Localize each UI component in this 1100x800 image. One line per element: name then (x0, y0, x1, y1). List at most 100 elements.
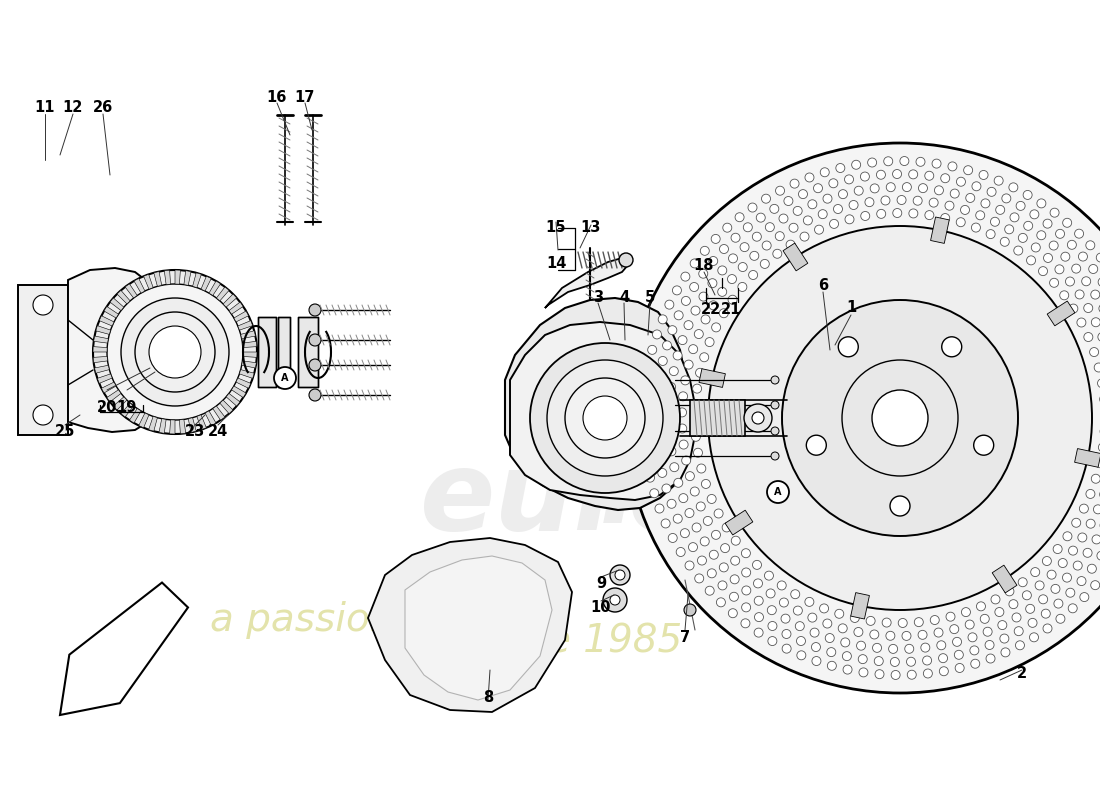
Circle shape (716, 598, 725, 607)
Circle shape (776, 186, 784, 195)
Polygon shape (544, 258, 628, 308)
Circle shape (757, 213, 766, 222)
Circle shape (685, 472, 694, 481)
Circle shape (652, 330, 661, 339)
Polygon shape (95, 366, 109, 374)
Circle shape (770, 204, 779, 214)
Circle shape (1098, 278, 1100, 286)
Circle shape (673, 351, 682, 360)
Text: 18: 18 (694, 258, 714, 273)
Circle shape (874, 657, 883, 666)
Polygon shape (231, 386, 246, 398)
Polygon shape (243, 352, 257, 358)
Circle shape (1060, 252, 1070, 261)
Circle shape (768, 637, 777, 646)
Circle shape (692, 432, 701, 442)
Circle shape (1077, 577, 1086, 586)
Circle shape (696, 464, 706, 473)
Text: 10: 10 (591, 599, 612, 614)
Circle shape (1028, 618, 1037, 627)
Circle shape (668, 326, 676, 334)
Circle shape (953, 638, 961, 646)
Circle shape (900, 157, 909, 166)
Circle shape (1047, 570, 1056, 579)
Circle shape (909, 209, 917, 218)
Circle shape (692, 523, 701, 532)
Polygon shape (223, 294, 236, 307)
Circle shape (883, 157, 893, 166)
Circle shape (678, 336, 688, 345)
Circle shape (1071, 264, 1080, 273)
Circle shape (889, 644, 898, 654)
Text: 1: 1 (846, 301, 856, 315)
Circle shape (700, 353, 708, 362)
Circle shape (784, 197, 793, 206)
Circle shape (1068, 604, 1077, 613)
Circle shape (1084, 303, 1092, 313)
Circle shape (717, 287, 727, 296)
Circle shape (684, 321, 693, 330)
Circle shape (807, 200, 817, 209)
Circle shape (957, 178, 966, 186)
Circle shape (779, 214, 788, 223)
Circle shape (741, 568, 750, 577)
Circle shape (1000, 634, 1009, 643)
Circle shape (732, 234, 740, 242)
Circle shape (843, 652, 851, 661)
Circle shape (998, 621, 1006, 630)
Circle shape (121, 298, 229, 406)
Circle shape (942, 337, 961, 357)
Circle shape (752, 232, 761, 242)
Circle shape (33, 405, 53, 425)
Polygon shape (96, 326, 111, 334)
Circle shape (1098, 333, 1100, 342)
Circle shape (1091, 581, 1100, 590)
Circle shape (780, 598, 789, 607)
Circle shape (870, 630, 879, 639)
Circle shape (970, 659, 980, 668)
Circle shape (678, 408, 686, 417)
Circle shape (776, 232, 784, 241)
Text: 25: 25 (55, 425, 75, 439)
Circle shape (701, 537, 710, 546)
Circle shape (790, 179, 799, 188)
Circle shape (640, 442, 649, 450)
Circle shape (1094, 363, 1100, 372)
Circle shape (1015, 641, 1024, 650)
Circle shape (707, 569, 716, 578)
Circle shape (651, 404, 661, 414)
Circle shape (696, 502, 705, 511)
Circle shape (858, 654, 867, 664)
Circle shape (741, 586, 751, 595)
Text: 20: 20 (97, 399, 118, 414)
Polygon shape (94, 357, 108, 362)
Circle shape (886, 631, 895, 640)
Polygon shape (144, 274, 153, 289)
Circle shape (732, 536, 740, 545)
Circle shape (918, 184, 927, 193)
Circle shape (1096, 458, 1100, 468)
Circle shape (921, 643, 929, 652)
Text: 21: 21 (720, 302, 741, 318)
Circle shape (694, 330, 703, 338)
Circle shape (877, 210, 886, 218)
Circle shape (932, 159, 940, 168)
Polygon shape (94, 336, 108, 343)
Circle shape (673, 514, 682, 523)
Circle shape (868, 158, 877, 167)
Circle shape (693, 448, 703, 458)
Circle shape (723, 523, 732, 532)
Circle shape (690, 259, 700, 268)
Circle shape (1084, 548, 1092, 558)
Circle shape (679, 494, 688, 502)
Circle shape (1054, 599, 1063, 608)
Circle shape (994, 176, 1003, 185)
Polygon shape (242, 361, 256, 368)
Circle shape (674, 311, 683, 320)
Circle shape (934, 186, 944, 195)
Circle shape (904, 644, 914, 654)
Circle shape (791, 590, 800, 598)
Circle shape (650, 489, 659, 498)
Circle shape (748, 203, 757, 212)
Circle shape (583, 396, 627, 440)
